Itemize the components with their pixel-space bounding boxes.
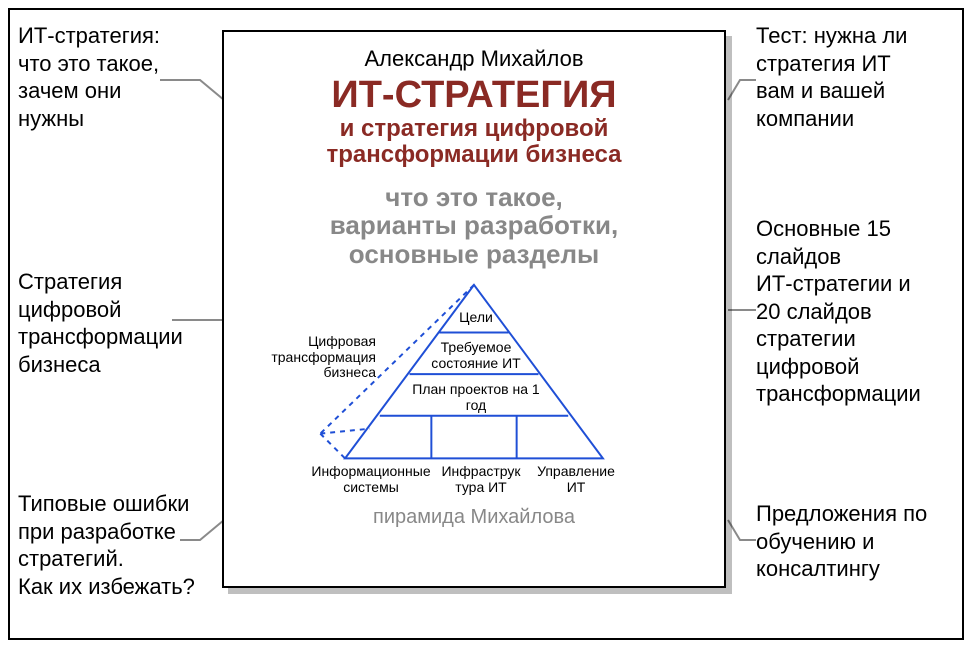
pyramid-base-3: Управление ИТ [531,464,621,495]
pyramid-base-1: Информационные системы [306,464,436,495]
callout-left-1: ИТ-стратегия: что это такое, зачем они н… [18,22,160,132]
sub-title-line2: трансформации бизнеса [236,142,712,168]
pyramid-side-label: Цифровая трансформация бизнеса [266,334,376,380]
author-name: Александр Михайлов [236,46,712,72]
callout-right-1: Тест: нужна ли стратегия ИТ вам и вашей … [756,22,907,132]
main-title: ИТ-СТРАТЕГИЯ [236,76,712,116]
tagline-line2: варианты разработки, [236,211,712,240]
pyramid-base-2: Инфраструк тура ИТ [436,464,526,495]
pyramid-tier-1: Цели [446,310,506,325]
pyramid-caption: пирамида Михайлова [236,506,712,529]
book-cover: Александр Михайлов ИТ-СТРАТЕГИЯ и страте… [222,30,726,588]
tagline-line3: основные разделы [236,240,712,269]
pyramid-diagram: Цифровая трансформация бизнеса Цели Треб… [236,274,712,504]
sub-title-line1: и стратегия цифровой [236,116,712,142]
pyramid-tier-3: План проектов на 1 год [411,382,541,413]
callout-left-3: Типовые ошибки при разработке стратегий.… [18,490,195,600]
callout-right-2: Основные 15 слайдов ИТ-стратегии и 20 сл… [756,215,921,408]
tagline-line1: что это такое, [236,183,712,212]
callout-left-2: Стратегия цифровой трансформации бизнеса [18,268,183,378]
callout-right-3: Предложения по обучению и консалтингу [756,500,927,583]
pyramid-tier-2: Требуемое состояние ИТ [421,340,531,371]
